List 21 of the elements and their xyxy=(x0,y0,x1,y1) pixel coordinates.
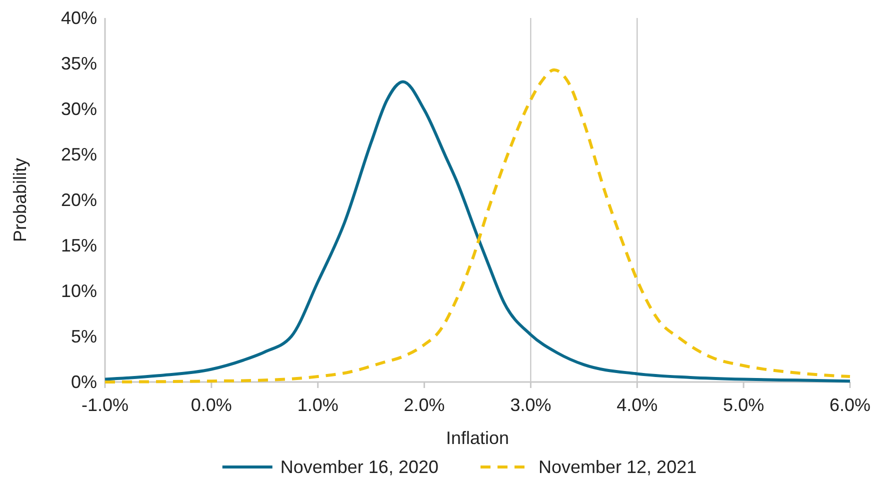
y-tick-label: 0% xyxy=(70,372,97,392)
x-tick-label: 6.0% xyxy=(829,394,871,415)
y-tick-label: 25% xyxy=(60,144,97,164)
x-tick-label: 2.0% xyxy=(404,394,445,415)
x-tick-label: -1.0% xyxy=(81,394,129,415)
x-axis-title: Inflation xyxy=(446,428,510,448)
x-tick-label: 3.0% xyxy=(510,394,552,415)
y-axis-title: Probability xyxy=(10,158,30,242)
x-tick-label: 5.0% xyxy=(723,394,764,415)
x-tick-label: 0.0% xyxy=(190,394,232,415)
y-tick-label: 20% xyxy=(60,190,97,210)
y-tick-label: 10% xyxy=(60,280,97,301)
y-tick-label: 5% xyxy=(70,326,97,346)
x-tick-label: 1.0% xyxy=(297,394,338,415)
y-tick-label: 40% xyxy=(60,8,97,28)
y-tick-label: 35% xyxy=(60,53,97,74)
legend-label: November 12, 2021 xyxy=(538,457,697,477)
y-tick-label: 30% xyxy=(60,98,97,119)
y-tick-label: 15% xyxy=(60,235,97,256)
x-tick-label: 4.0% xyxy=(616,394,658,415)
legend-label: November 16, 2020 xyxy=(280,457,438,477)
